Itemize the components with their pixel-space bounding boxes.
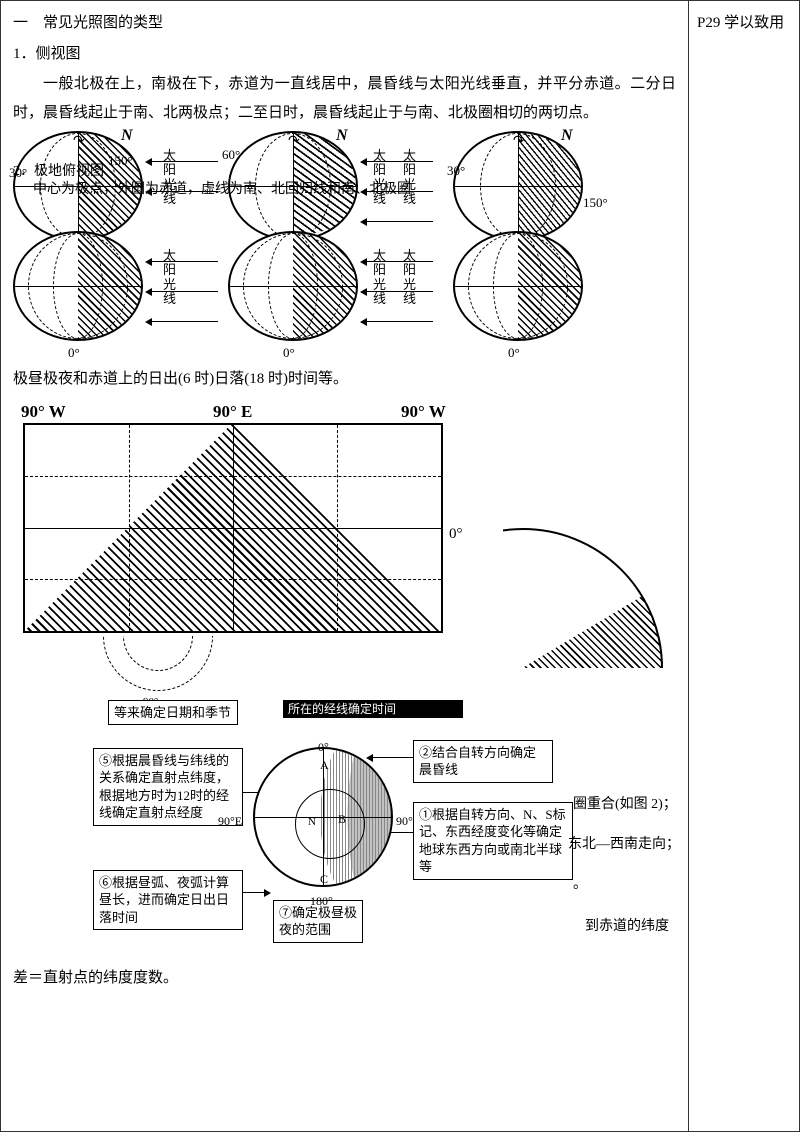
side-note: P29 学以致用	[697, 9, 791, 38]
n-label-2: N	[336, 121, 348, 151]
deg-0-b: 0°	[283, 341, 295, 366]
sub-title-1: 1．侧视图	[13, 40, 676, 69]
box-2: ②结合自转方向确定晨昏线	[413, 740, 553, 783]
pc-180: 180°	[310, 890, 333, 913]
globe-2-bot	[228, 231, 358, 341]
deg-0-a: 0°	[68, 341, 80, 366]
rotation-arrow-icon: ↷	[513, 129, 525, 156]
sub1-body: 一般北极在上，南极在下，赤道为一直线居中，晨昏线与太阳光线垂直，并平分赤道。二分…	[13, 70, 676, 127]
wedge-diagram	[503, 528, 663, 668]
deg-0-c: 0°	[508, 341, 520, 366]
section-title: 一 常见光照图的类型	[13, 9, 676, 38]
n-label: N	[121, 121, 133, 151]
pc-B: B	[338, 808, 346, 831]
ragged-2: 东北—西南走向；	[568, 832, 680, 859]
ragged-3: 。	[573, 872, 587, 899]
deg-150b: 150°	[583, 191, 608, 216]
ragged-5: 差＝直射点的纬度度数。	[13, 964, 676, 993]
box-top-right: 所在的经线确定时间	[288, 698, 396, 721]
box-6: ⑥根据昼弧、夜弧计算昼长，进而确定日出日落时间	[93, 870, 243, 931]
sub3-body: 极昼极夜和赤道上的日出(6 时)日落(18 时)时间等。	[13, 365, 676, 394]
lbl-0: 0°	[449, 520, 463, 549]
side-column: P29 学以致用	[689, 1, 799, 1131]
box-1: ①根据自转方向、N、S标记、东西经度变化等确定地球东西方向或南北半球等	[413, 802, 573, 880]
main-column: 一 常见光照图的类型 1．侧视图 一般北极在上，南极在下，赤道为一直线居中，晨昏…	[1, 1, 689, 1131]
pc-90: 90°	[396, 810, 413, 833]
globe-1-bot	[13, 231, 143, 341]
pc-C: C	[320, 868, 328, 891]
deg-60: 60°	[222, 143, 240, 168]
diagram-side-views: 2．极地俯视图 中心为极点，外圆为赤道，虚线为南、北回归线和南、北极圈 N ↷ …	[13, 131, 653, 361]
rotation-arrow-icon: ↷	[73, 129, 85, 156]
ragged-1: 圈重合(如图 2)；	[573, 792, 677, 819]
pc-N: N	[308, 812, 316, 833]
deg-150: 150°	[108, 149, 133, 174]
rotation-arrow-icon: ↷	[288, 129, 300, 156]
box-top-left: 等来确定日期和季节	[108, 700, 238, 726]
polar-center: 0° 90°E 90° 180° A B N C	[248, 742, 398, 892]
globe-3-bot	[453, 231, 583, 341]
diagram-rect-projection: 90° W 90° E 90° W 0°	[13, 398, 473, 658]
pc-A: A	[320, 754, 329, 777]
ragged-4: 到赤道的纬度	[585, 914, 669, 941]
pc-90e: 90°E	[218, 810, 242, 833]
polar-mini	[103, 636, 213, 696]
diagram-flowchart: 90° 等来确定日期和季节 所在的经线确定时间 ②结合自转方向确定晨昏线 ①根据…	[13, 662, 673, 962]
sub2-body: 中心为极点，外圆为赤道，虚线为南、北回归线和南、北极圈	[33, 177, 453, 204]
n-label-3: N	[561, 121, 573, 151]
